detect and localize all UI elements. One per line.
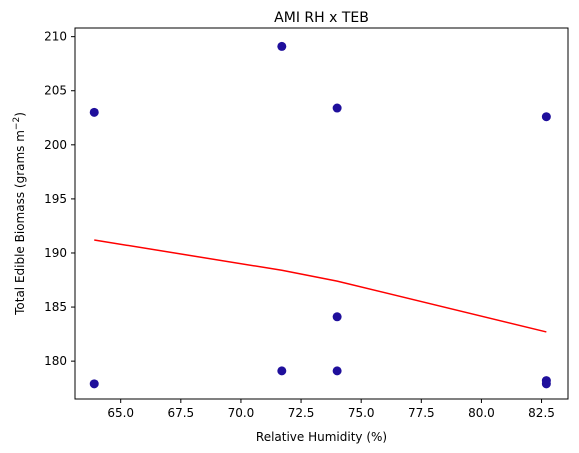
x-tick-label: 67.5 bbox=[167, 406, 194, 420]
y-axis-label-main: Total Edible Biomass (grams m bbox=[13, 130, 27, 316]
y-tick-label: 180 bbox=[44, 354, 67, 368]
scatter-point bbox=[541, 112, 551, 122]
y-tick-label: 185 bbox=[44, 300, 67, 314]
scatter-point bbox=[332, 312, 342, 322]
x-tick-label: 82.5 bbox=[528, 406, 555, 420]
x-tick-label: 72.5 bbox=[288, 406, 315, 420]
plot-area-frame bbox=[74, 27, 569, 400]
scatter-point bbox=[332, 103, 342, 113]
scatter-point bbox=[541, 379, 551, 389]
y-tick-label: 210 bbox=[44, 30, 67, 44]
trend-line bbox=[94, 239, 547, 333]
x-tick-label: 75.0 bbox=[348, 406, 375, 420]
scatter-points bbox=[89, 41, 551, 389]
y-axis-ticks: 180 185 190 195 200 205 210 bbox=[44, 30, 75, 368]
y-tick-label: 205 bbox=[44, 84, 67, 98]
y-axis-label-close: ) bbox=[13, 112, 27, 117]
scatter-point bbox=[277, 366, 287, 376]
y-axis-label-superscript: −2 bbox=[12, 117, 22, 130]
y-tick-label: 195 bbox=[44, 192, 67, 206]
trend-line-group bbox=[94, 239, 547, 333]
y-tick-label: 200 bbox=[44, 138, 67, 152]
x-tick-label: 70.0 bbox=[228, 406, 255, 420]
scatter-point bbox=[89, 107, 99, 117]
y-tick-label: 190 bbox=[44, 246, 67, 260]
x-tick-label: 77.5 bbox=[408, 406, 435, 420]
y-axis-label: Total Edible Biomass (grams m−2) bbox=[12, 112, 27, 316]
x-tick-label: 65.0 bbox=[107, 406, 134, 420]
scatter-point bbox=[332, 366, 342, 376]
x-axis-ticks: 65.0 67.5 70.0 72.5 75.0 77.5 80.0 82.5 bbox=[107, 399, 555, 420]
x-axis-label: Relative Humidity (%) bbox=[256, 430, 387, 444]
scatter-point bbox=[277, 41, 287, 51]
x-tick-label: 80.0 bbox=[468, 406, 495, 420]
chart-title: AMI RH x TEB bbox=[274, 10, 369, 26]
scatter-point bbox=[89, 379, 99, 389]
